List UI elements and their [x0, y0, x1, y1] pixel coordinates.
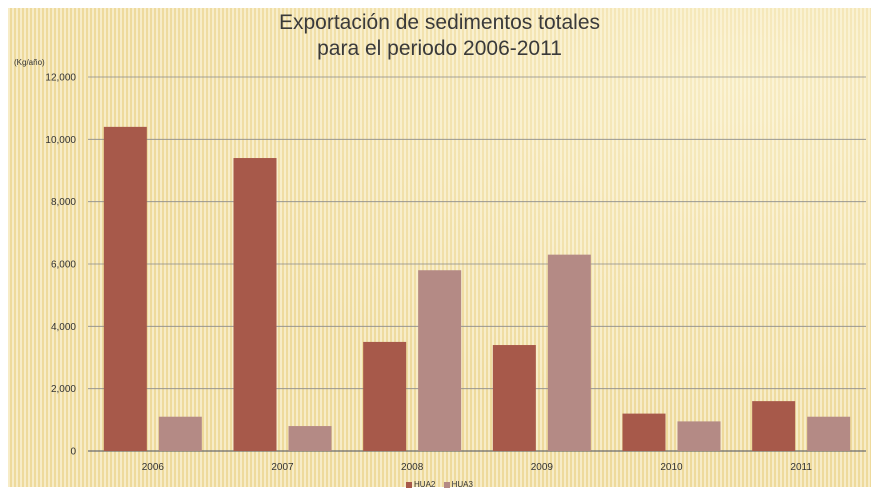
y-tick-label-10000: 10,000 [45, 135, 76, 146]
y-tick-label-6000: 6,000 [51, 260, 76, 271]
bar-hua2-2007 [233, 158, 277, 452]
bar-hua3-2009 [547, 254, 591, 451]
bar-hua3-2008 [418, 270, 462, 451]
bar-hua3-2010 [677, 421, 721, 451]
bar-hua3-2006 [158, 416, 202, 451]
y-tick-label-8000: 8,000 [51, 197, 76, 208]
legend: HUA2 HUA3 [0, 480, 879, 490]
legend-item-hua3: HUA3 [443, 480, 473, 490]
bar-hua2-2010 [622, 413, 666, 451]
y-tick-label-0: 0 [70, 447, 76, 458]
x-tick-label-2006: 2006 [142, 462, 165, 473]
bar-hua2-2006 [103, 126, 147, 451]
bar-hua2-2011 [752, 401, 796, 451]
x-tick-label-2010: 2010 [660, 462, 683, 473]
y-tick-label-12000: 12,000 [45, 73, 76, 84]
y-tick-label-4000: 4,000 [51, 322, 76, 333]
legend-label-hua2: HUA2 [414, 480, 436, 489]
chart-title-line-2: para el periodo 2006-2011 [317, 37, 562, 60]
legend-swatch-hua2 [406, 481, 413, 488]
legend-swatch-hua3 [443, 481, 450, 488]
y-tick-label-2000: 2,000 [51, 384, 76, 395]
chart-background [8, 8, 871, 487]
bar-hua3-2007 [288, 426, 332, 451]
bar-hua3-2011 [807, 416, 851, 451]
legend-label-hua3: HUA3 [451, 480, 473, 489]
x-tick-label-2011: 2011 [790, 462, 812, 473]
x-tick-label-2007: 2007 [271, 462, 294, 473]
x-tick-label-2009: 2009 [531, 462, 554, 473]
legend-item-hua2: HUA2 [406, 480, 435, 490]
chart-title-line-1: Exportación de sedimentos totales [278, 11, 601, 34]
y-axis-label: (Kg/año) [14, 58, 45, 67]
x-tick-label-2008: 2008 [401, 462, 424, 473]
bar-hua2-2009 [492, 345, 536, 451]
bar-hua2-2008 [363, 341, 407, 451]
